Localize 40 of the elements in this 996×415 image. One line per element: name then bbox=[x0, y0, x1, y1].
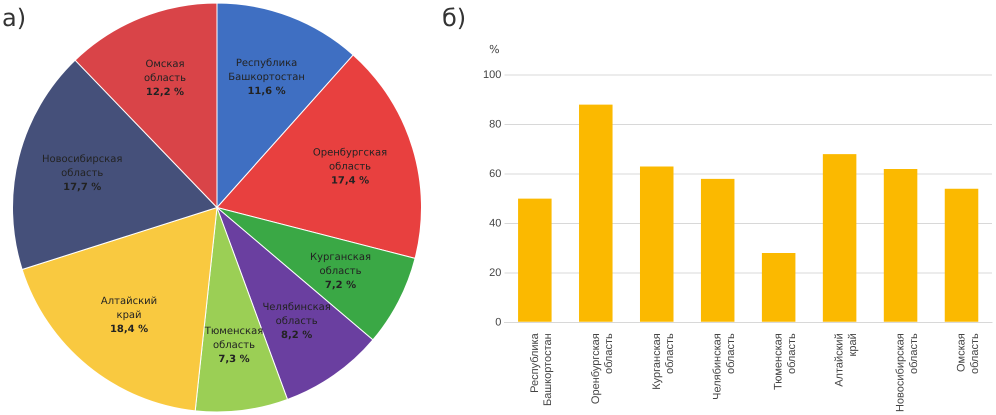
bar bbox=[762, 253, 796, 322]
data-label: 7,3 % bbox=[218, 354, 250, 366]
bar bbox=[700, 178, 734, 322]
data-label: 18,4 % bbox=[110, 324, 148, 335]
bar bbox=[884, 168, 918, 322]
chart-title: а) bbox=[2, 4, 26, 32]
x-tick-label: Республика Башкортостан bbox=[528, 332, 554, 406]
y-tick-label: 60 bbox=[489, 168, 502, 180]
y-tick-label: 0 bbox=[495, 316, 502, 328]
y-tick-label: 20 bbox=[489, 266, 502, 279]
bar bbox=[640, 166, 674, 322]
data-label: 17,7 % bbox=[63, 182, 102, 193]
x-tick-label: Курганская область bbox=[650, 333, 676, 390]
x-tick-label: Омская область bbox=[956, 333, 981, 374]
x-tick-label: Оренбургская область bbox=[590, 333, 616, 404]
slice-label: Оренбургская область bbox=[312, 148, 388, 173]
y-tick-label: 80 bbox=[489, 118, 502, 130]
data-label: 11,6 % bbox=[247, 86, 286, 98]
bar bbox=[944, 188, 978, 322]
chart-title: б) bbox=[442, 4, 466, 32]
slice-label: Челябинская область bbox=[262, 302, 331, 328]
x-tick-label: Алтайский край bbox=[834, 333, 859, 387]
y-axis-title: % bbox=[489, 43, 500, 56]
slice-label: Республика Башкортостан bbox=[228, 58, 305, 84]
slice-label: Курганская область bbox=[310, 252, 371, 278]
bar bbox=[518, 198, 552, 322]
data-label: 12,2 % bbox=[146, 87, 184, 98]
data-label: 17,4 % bbox=[330, 176, 370, 187]
bar bbox=[822, 154, 856, 322]
slice-label: Омская область bbox=[144, 59, 186, 84]
data-label: 7,2 % bbox=[324, 280, 356, 292]
y-tick-label: 40 bbox=[489, 217, 502, 230]
y-tick-label: 100 bbox=[482, 69, 502, 82]
slice-label: Алтайский край bbox=[100, 296, 158, 321]
x-tick-label: Челябинская область bbox=[712, 333, 737, 400]
slice-label: Новосибирская область bbox=[42, 154, 122, 179]
data-label: 8,2 % bbox=[280, 330, 312, 342]
bar bbox=[579, 104, 613, 322]
x-tick-label: Новосибирская область bbox=[894, 333, 920, 412]
x-tick-label: Тюменская область bbox=[772, 333, 798, 390]
